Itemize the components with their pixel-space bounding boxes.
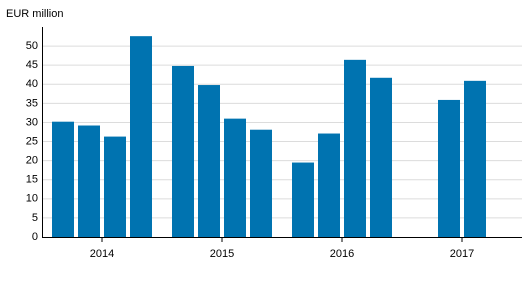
x-tick-label: 2017	[450, 248, 474, 260]
bar	[104, 136, 126, 237]
y-tick-label: 15	[26, 174, 38, 186]
x-tick-label: 2015	[210, 248, 234, 260]
y-tick-label: 10	[26, 193, 38, 205]
y-tick-label: 5	[32, 212, 38, 224]
y-axis-label: EUR million	[6, 8, 63, 20]
y-tick-label: 20	[26, 155, 38, 167]
bar	[198, 85, 220, 237]
y-tick-label: 30	[26, 116, 38, 128]
bar	[172, 65, 194, 237]
bar	[130, 36, 152, 237]
y-tick-label: 0	[32, 231, 38, 243]
x-tick-label: 2016	[330, 248, 354, 260]
bar	[52, 121, 74, 237]
x-tick-label: 2014	[90, 248, 114, 260]
y-tick-label: 50	[26, 40, 38, 52]
bar	[464, 80, 486, 237]
bar	[250, 129, 272, 237]
bar	[370, 77, 392, 237]
bar	[224, 118, 246, 237]
bar	[438, 99, 460, 237]
y-tick-label: 40	[26, 78, 38, 90]
y-tick-label: 25	[26, 135, 38, 147]
bar	[318, 133, 340, 237]
y-tick-label: 45	[26, 59, 38, 71]
bar	[344, 59, 366, 237]
y-tick-label: 35	[26, 97, 38, 109]
bar	[292, 162, 314, 237]
bar	[78, 125, 100, 237]
